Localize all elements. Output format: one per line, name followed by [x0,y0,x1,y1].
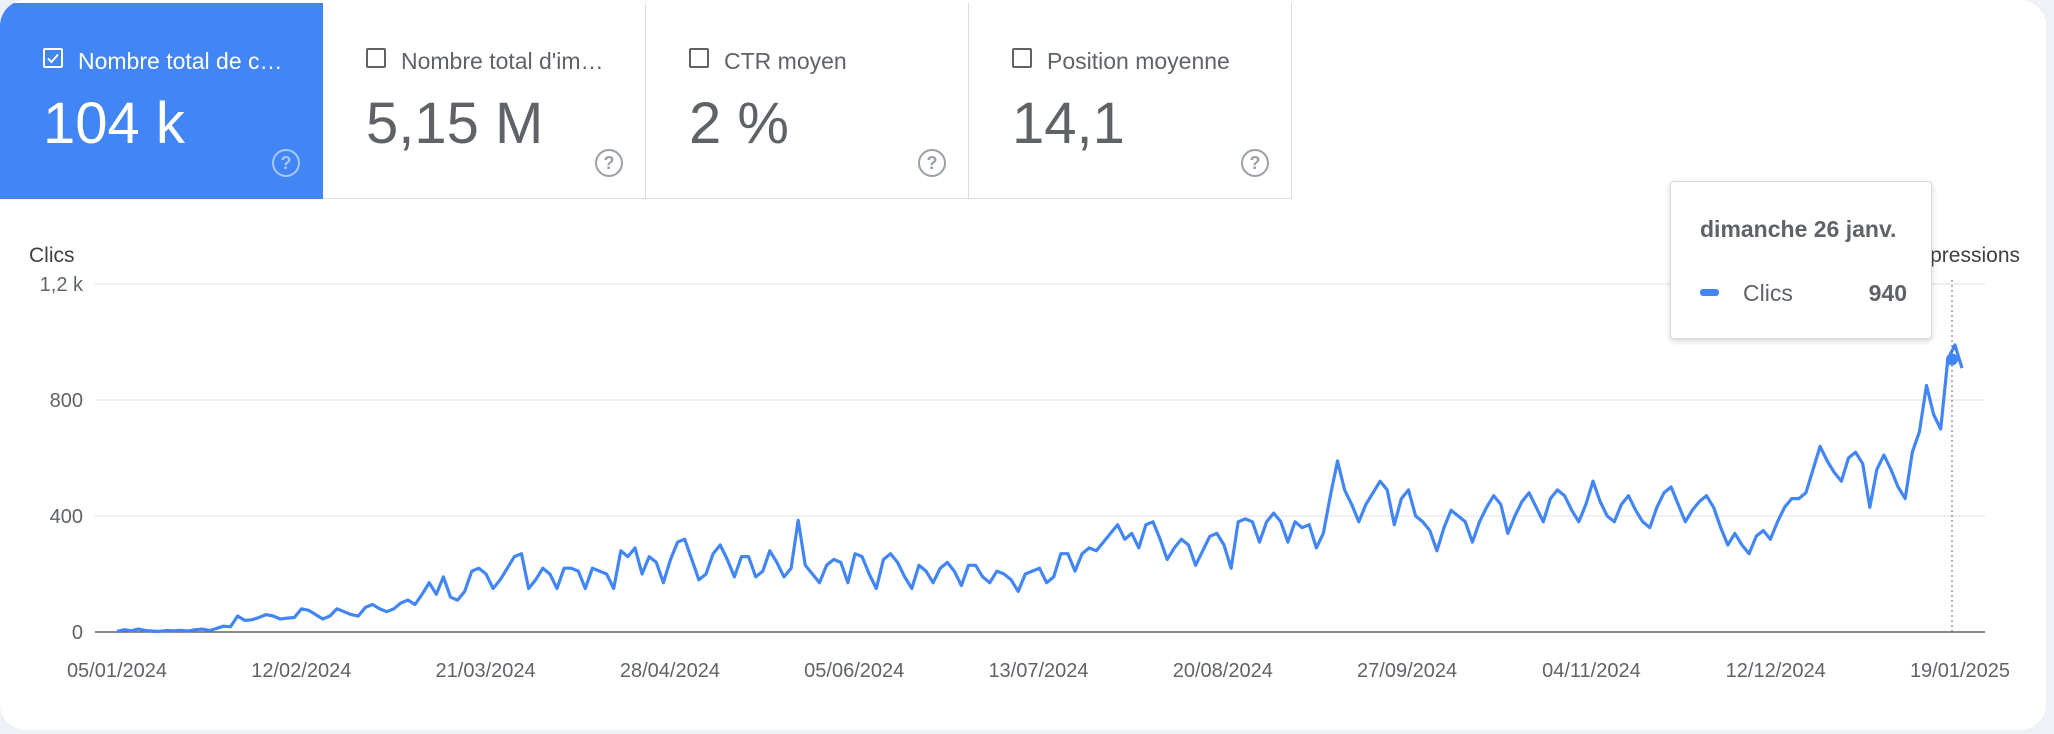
x-tick-label: 27/09/2024 [1357,660,1457,682]
x-tick-label: 28/04/2024 [620,660,720,682]
tooltip-date: dimanche 26 janv. [1700,216,1897,242]
x-tick-label: 04/11/2024 [1542,660,1641,682]
tooltip-value: 940 [1868,280,1907,306]
x-tick-label: 05/06/2024 [804,660,904,682]
y-tick-label: 800 [50,390,83,412]
clicks-series-line [116,343,1964,633]
hover-point [1946,353,1958,366]
help-icon[interactable]: ? [1241,149,1269,177]
metric-value: 14,1 [1012,91,1125,156]
metric-value: 104 k [43,91,185,156]
x-tick-label: 05/01/2024 [67,660,167,682]
y-tick-label: 400 [50,506,83,528]
x-tick-label: 19/01/2025 [1910,660,2010,682]
help-icon[interactable]: ? [918,149,946,177]
x-tick-label: 21/03/2024 [436,660,536,682]
x-tick-label: 12/02/2024 [251,660,351,682]
metric-value: 2 % [689,91,789,156]
series-swatch [1700,289,1719,296]
metric-total-clicks[interactable]: Nombre total de c… 104 k ? [0,3,323,199]
metric-tabs: Nombre total de c… 104 k ? Nombre total … [0,3,1292,199]
help-icon[interactable]: ? [272,149,300,177]
checkbox-unchecked-icon[interactable] [366,48,386,68]
metric-average-position[interactable]: Position moyenne 14,1 ? [969,3,1292,199]
x-tick-label: 12/12/2024 [1726,660,1826,682]
tooltip-series-name: Clics [1743,280,1793,306]
y-tick-label: 1,2 k [40,274,84,296]
metric-value: 5,15 M [366,91,544,156]
y-axis-title: Clics [29,244,75,267]
metric-average-ctr[interactable]: CTR moyen 2 % ? [646,3,969,199]
y2-axis-title: Impressions [1907,244,2020,267]
y-tick-label: 0 [72,622,83,644]
x-tick-label: 20/08/2024 [1173,660,1273,682]
checkbox-unchecked-icon[interactable] [1012,48,1032,68]
help-icon[interactable]: ? [595,149,623,177]
x-tick-label: 13/07/2024 [988,660,1088,682]
checkbox-checked-icon[interactable] [43,48,63,68]
chart-tooltip: dimanche 26 janv. Clics 940 [1670,181,1932,339]
metric-total-impressions[interactable]: Nombre total d'im… 5,15 M ? [323,3,646,199]
checkbox-unchecked-icon[interactable] [689,48,709,68]
